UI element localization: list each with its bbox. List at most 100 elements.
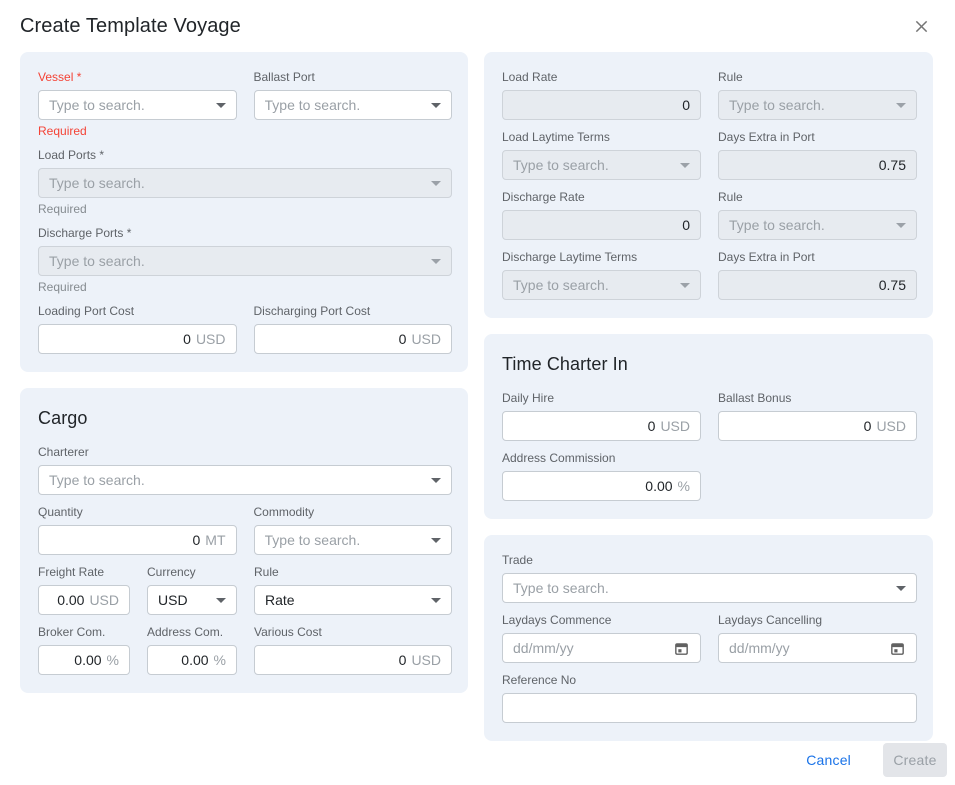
discharging-port-cost-label: Discharging Port Cost <box>253 304 371 318</box>
chevron-down-icon <box>216 597 226 603</box>
vessel-field: Vessel * Type to search. Required <box>38 70 237 138</box>
quantity-input[interactable]: 0 MT <box>38 525 237 555</box>
load-rule-label: Rule <box>718 70 743 84</box>
various-cost-input[interactable]: 0 USD <box>254 645 452 675</box>
daily-hire-field: Daily Hire 0 USD <box>502 391 701 441</box>
reference-no-label: Reference No <box>502 673 577 687</box>
trade-panel: Trade Type to search. Laydays Commence d… <box>484 535 933 741</box>
discharge-rule-select: Type to search. <box>718 210 917 240</box>
various-cost-label: Various Cost <box>254 625 322 639</box>
commodity-field: Commodity Type to search. <box>253 505 452 555</box>
dialog-header: Create Template Voyage <box>0 0 955 41</box>
laydays-cancelling-label: Laydays Cancelling <box>718 613 823 627</box>
load-rate-field: Load Rate 0 <box>502 70 701 120</box>
discharging-port-cost-field: Discharging Port Cost 0 USD <box>253 304 452 354</box>
load-laytime-terms-select: Type to search. <box>502 150 701 180</box>
time-charter-in-panel: Time Charter In Daily Hire 0 USD Ballast… <box>484 334 933 519</box>
time-charter-in-heading: Time Charter In <box>502 354 628 374</box>
chevron-down-icon <box>215 102 226 108</box>
days-extra-load-field: Days Extra in Port 0.75 <box>718 130 917 180</box>
load-ports-label: Load Ports * <box>38 148 105 162</box>
cancel-button[interactable]: Cancel <box>800 751 857 769</box>
rates-panel: Load Rate 0 Rule Type to search. <box>484 52 933 318</box>
chevron-down-icon <box>431 477 441 483</box>
chevron-down-icon <box>431 102 441 108</box>
load-ports-required-helper: Required <box>38 202 87 216</box>
days-extra-discharge-input: 0.75 <box>718 270 917 300</box>
commodity-select[interactable]: Type to search. <box>253 525 452 555</box>
chevron-down-icon <box>431 258 441 264</box>
various-cost-field: Various Cost 0 USD <box>254 625 452 675</box>
discharge-rule-label: Rule <box>718 190 743 204</box>
chevron-down-icon <box>896 222 906 228</box>
chevron-down-icon <box>431 597 441 603</box>
quantity-label: Quantity <box>38 505 83 519</box>
loading-port-cost-input[interactable]: 0 USD <box>38 324 237 354</box>
discharge-laytime-terms-field: Discharge Laytime Terms Type to search. <box>502 250 701 300</box>
dialog-footer: Cancel Create <box>800 743 947 777</box>
days-extra-discharge-field: Days Extra in Port 0.75 <box>718 250 917 300</box>
charterer-label: Charterer <box>38 445 89 459</box>
vessel-label: Vessel * <box>38 70 82 84</box>
reference-no-input[interactable] <box>502 693 917 723</box>
load-ports-select: Type to search. <box>38 168 452 198</box>
address-commission-label: Address Commission <box>502 451 616 465</box>
freight-rate-field: Freight Rate 0.00 USD <box>38 565 130 615</box>
chevron-down-icon <box>896 102 906 108</box>
calendar-icon[interactable] <box>673 640 690 657</box>
discharge-laytime-terms-select: Type to search. <box>502 270 701 300</box>
discharge-ports-required-helper: Required <box>38 280 87 294</box>
loading-port-cost-field: Loading Port Cost 0 USD <box>38 304 237 354</box>
days-extra-load-input: 0.75 <box>718 150 917 180</box>
laydays-cancelling-field: Laydays Cancelling dd/mm/yy <box>718 613 917 663</box>
ports-panel: Vessel * Type to search. Required Ballas… <box>20 52 468 372</box>
ballast-bonus-field: Ballast Bonus 0 USD <box>718 391 917 441</box>
address-com-input[interactable]: 0.00 % <box>147 645 237 675</box>
reference-no-field: Reference No <box>502 673 917 723</box>
laydays-commence-input[interactable]: dd/mm/yy <box>502 633 701 663</box>
vessel-select[interactable]: Type to search. <box>38 90 237 120</box>
address-com-label: Address Com. <box>147 625 224 639</box>
freight-rate-label: Freight Rate <box>38 565 105 579</box>
quantity-field: Quantity 0 MT <box>38 505 237 555</box>
daily-hire-label: Daily Hire <box>502 391 555 405</box>
chevron-down-icon <box>896 585 906 591</box>
broker-com-input[interactable]: 0.00 % <box>38 645 130 675</box>
discharge-rate-input: 0 <box>502 210 701 240</box>
ballast-port-label: Ballast Port <box>253 70 315 84</box>
discharge-rule-field: Rule Type to search. <box>718 190 917 240</box>
trade-label: Trade <box>502 553 533 567</box>
rule-select[interactable]: Rate <box>254 585 452 615</box>
ballast-port-field: Ballast Port Type to search. <box>253 70 452 138</box>
cargo-panel: Cargo Charterer Type to search. Quantity <box>20 388 468 693</box>
create-button[interactable]: Create <box>883 743 947 777</box>
commodity-label: Commodity <box>253 505 315 519</box>
rule-label: Rule <box>254 565 279 579</box>
load-laytime-terms-label: Load Laytime Terms <box>502 130 610 144</box>
load-rule-select: Type to search. <box>718 90 917 120</box>
charterer-select[interactable]: Type to search. <box>38 465 452 495</box>
trade-select[interactable]: Type to search. <box>502 573 917 603</box>
broker-com-label: Broker Com. <box>38 625 106 639</box>
calendar-icon[interactable] <box>889 640 906 657</box>
freight-rate-input[interactable]: 0.00 USD <box>38 585 130 615</box>
address-commission-input[interactable]: 0.00 % <box>502 471 701 501</box>
close-icon <box>914 20 929 37</box>
ballast-port-select[interactable]: Type to search. <box>253 90 452 120</box>
discharge-rate-label: Discharge Rate <box>502 190 585 204</box>
chevron-down-icon <box>680 282 690 288</box>
chevron-down-icon <box>431 537 441 543</box>
laydays-cancelling-input[interactable]: dd/mm/yy <box>718 633 917 663</box>
currency-select[interactable]: USD <box>147 585 237 615</box>
ballast-bonus-input[interactable]: 0 USD <box>718 411 917 441</box>
discharge-laytime-terms-label: Discharge Laytime Terms <box>502 250 638 264</box>
page-title: Create Template Voyage <box>20 15 241 37</box>
chevron-down-icon <box>680 162 690 168</box>
address-commission-field: Address Commission 0.00 % <box>502 451 701 501</box>
daily-hire-input[interactable]: 0 USD <box>502 411 701 441</box>
discharge-ports-label: Discharge Ports * <box>38 226 132 240</box>
cargo-heading: Cargo <box>38 408 88 428</box>
close-button[interactable] <box>910 15 933 41</box>
days-extra-load-label: Days Extra in Port <box>718 130 815 144</box>
discharging-port-cost-input[interactable]: 0 USD <box>253 324 452 354</box>
